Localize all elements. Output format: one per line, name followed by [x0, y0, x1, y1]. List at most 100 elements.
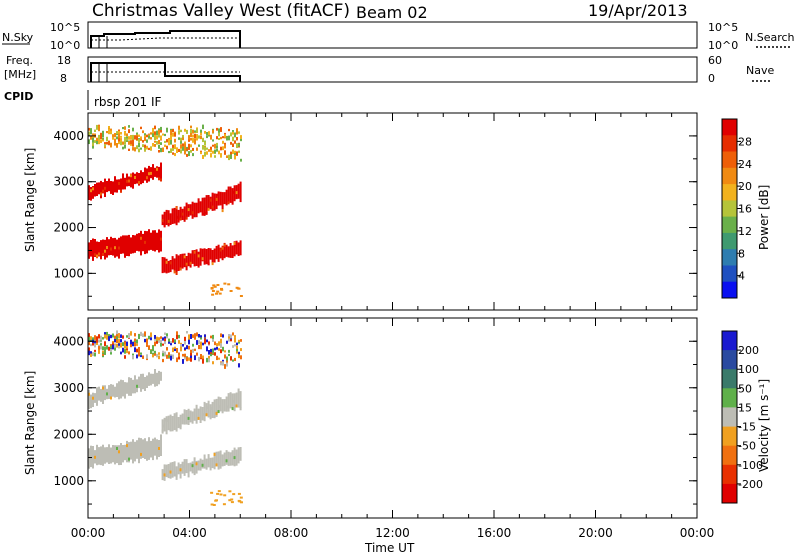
- velocity-band-cell: [116, 383, 118, 397]
- power-speckle: [150, 171, 152, 175]
- velocity-speckle: [140, 452, 142, 456]
- velocity-scatter-cell: [178, 355, 180, 358]
- power-scatter-cell: [200, 151, 202, 154]
- power-scatter-cell: [112, 134, 114, 140]
- power-scatter-cell: [96, 124, 98, 130]
- power-scatter-cell: [160, 142, 162, 145]
- velocity-band-cell: [193, 408, 196, 421]
- velocity-colorbar-cell: [722, 350, 737, 370]
- velocity-scatter-cell: [116, 332, 118, 338]
- power-scatter-cell: [180, 149, 182, 154]
- velocity-low-scatter: [239, 496, 243, 499]
- power-scatter-cell: [132, 127, 134, 132]
- velocity-scatter-cell: [192, 334, 194, 338]
- power-speckle: [207, 207, 210, 211]
- velocity-band-cell: [100, 388, 102, 402]
- power-speckle: [104, 249, 106, 253]
- power-band-cell: [203, 197, 206, 215]
- velocity-speckle: [112, 387, 114, 391]
- power-band-cell: [191, 201, 194, 219]
- velocity-ytick-label: 1000: [53, 474, 84, 488]
- power-scatter-cell: [178, 125, 180, 130]
- velocity-speckle: [201, 463, 204, 467]
- velocity-scatter-cell: [188, 334, 190, 339]
- power-band-cell: [144, 167, 146, 181]
- velocity-band-cell: [100, 446, 102, 466]
- velocity-scatter-cell: [214, 341, 216, 346]
- power-band-cell: [165, 258, 168, 274]
- velocity-scatter-cell: [136, 339, 138, 344]
- power-speckle: [169, 261, 172, 265]
- velocity-band-cell: [124, 444, 126, 461]
- velocity-low-scatter: [210, 503, 214, 506]
- power-scatter-cell: [232, 149, 234, 154]
- velocity-speckle: [154, 383, 156, 387]
- power-scatter-cell: [120, 132, 122, 135]
- power-band-cell: [169, 213, 172, 225]
- velocity-scatter-cell: [202, 358, 204, 364]
- velocity-speckle: [195, 420, 198, 424]
- velocity-band-cell: [195, 460, 198, 474]
- velocity-scatter-cell: [122, 342, 124, 347]
- velocity-scatter-cell: [134, 338, 136, 342]
- velocity-scatter-cell: [120, 343, 122, 347]
- power-scatter-cell: [210, 153, 212, 158]
- power-scatter-cell: [178, 148, 180, 152]
- velocity-band-cell: [235, 392, 238, 408]
- power-colorbar-tick-label: 28: [738, 135, 752, 148]
- power-band-cell: [231, 188, 234, 203]
- power-band-cell: [193, 250, 196, 267]
- velocity-scatter-cell: [216, 343, 218, 347]
- power-band-cell: [110, 236, 112, 255]
- power-scatter-cell: [226, 136, 228, 141]
- power-speckle: [102, 189, 104, 193]
- power-scatter-cell: [158, 144, 160, 149]
- power-scatter-cell: [190, 132, 192, 137]
- velocity-band-cell: [223, 452, 226, 466]
- power-band-cell: [229, 243, 232, 258]
- power-scatter-cell: [224, 144, 226, 149]
- power-ytick-label: 1000: [53, 266, 84, 280]
- velocity-scatter-cell: [236, 342, 238, 346]
- power-band-cell: [100, 180, 102, 199]
- power-band-cell: [197, 251, 200, 268]
- velocity-band-cell: [90, 445, 92, 468]
- power-band-cell: [187, 252, 190, 267]
- power-low-scatter: [211, 293, 215, 296]
- velocity-scatter-cell: [110, 345, 112, 349]
- velocity-band-cell: [183, 409, 186, 425]
- velocity-scatter-cell: [190, 353, 192, 358]
- velocity-colorbar-cell: [722, 483, 737, 504]
- velocity-scatter-cell: [94, 335, 96, 340]
- station-title: Christmas Valley West (fitACF): [92, 1, 350, 21]
- velocity-scatter-cell: [92, 337, 94, 341]
- power-colorbar-tick-label: 16: [738, 203, 752, 216]
- power-scatter-cell: [216, 127, 218, 131]
- power-scatter-cell: [154, 125, 156, 130]
- power-ytick-label: 4000: [53, 129, 84, 143]
- power-scatter-cell: [102, 133, 104, 138]
- power-scatter-cell: [170, 139, 172, 145]
- power-band-cell: [156, 232, 158, 251]
- velocity-colorbar-tick-label: 100: [738, 363, 759, 376]
- velocity-band-cell: [177, 417, 180, 429]
- power-scatter-cell: [118, 137, 120, 142]
- power-band-cell: [181, 253, 184, 269]
- power-scatter-cell: [210, 134, 212, 140]
- power-scatter-cell: [232, 136, 234, 142]
- power-scatter-cell: [216, 145, 218, 149]
- velocity-scatter-cell: [194, 336, 196, 340]
- velocity-band-cell: [227, 451, 230, 466]
- power-scatter-cell: [220, 153, 222, 158]
- velocity-scatter-cell: [102, 337, 104, 340]
- velocity-band-cell: [120, 443, 122, 465]
- power-scatter-cell: [182, 135, 184, 140]
- velocity-scatter-cell: [214, 347, 216, 351]
- power-scatter-cell: [178, 137, 180, 140]
- power-scatter-cell: [202, 137, 204, 143]
- velocity-scatter-cell: [114, 335, 116, 339]
- velocity-scatter-cell: [232, 345, 234, 348]
- power-band-cell: [201, 197, 204, 216]
- velocity-colorbar-tick-label: 50: [738, 382, 752, 395]
- power-scatter-cell: [192, 153, 194, 157]
